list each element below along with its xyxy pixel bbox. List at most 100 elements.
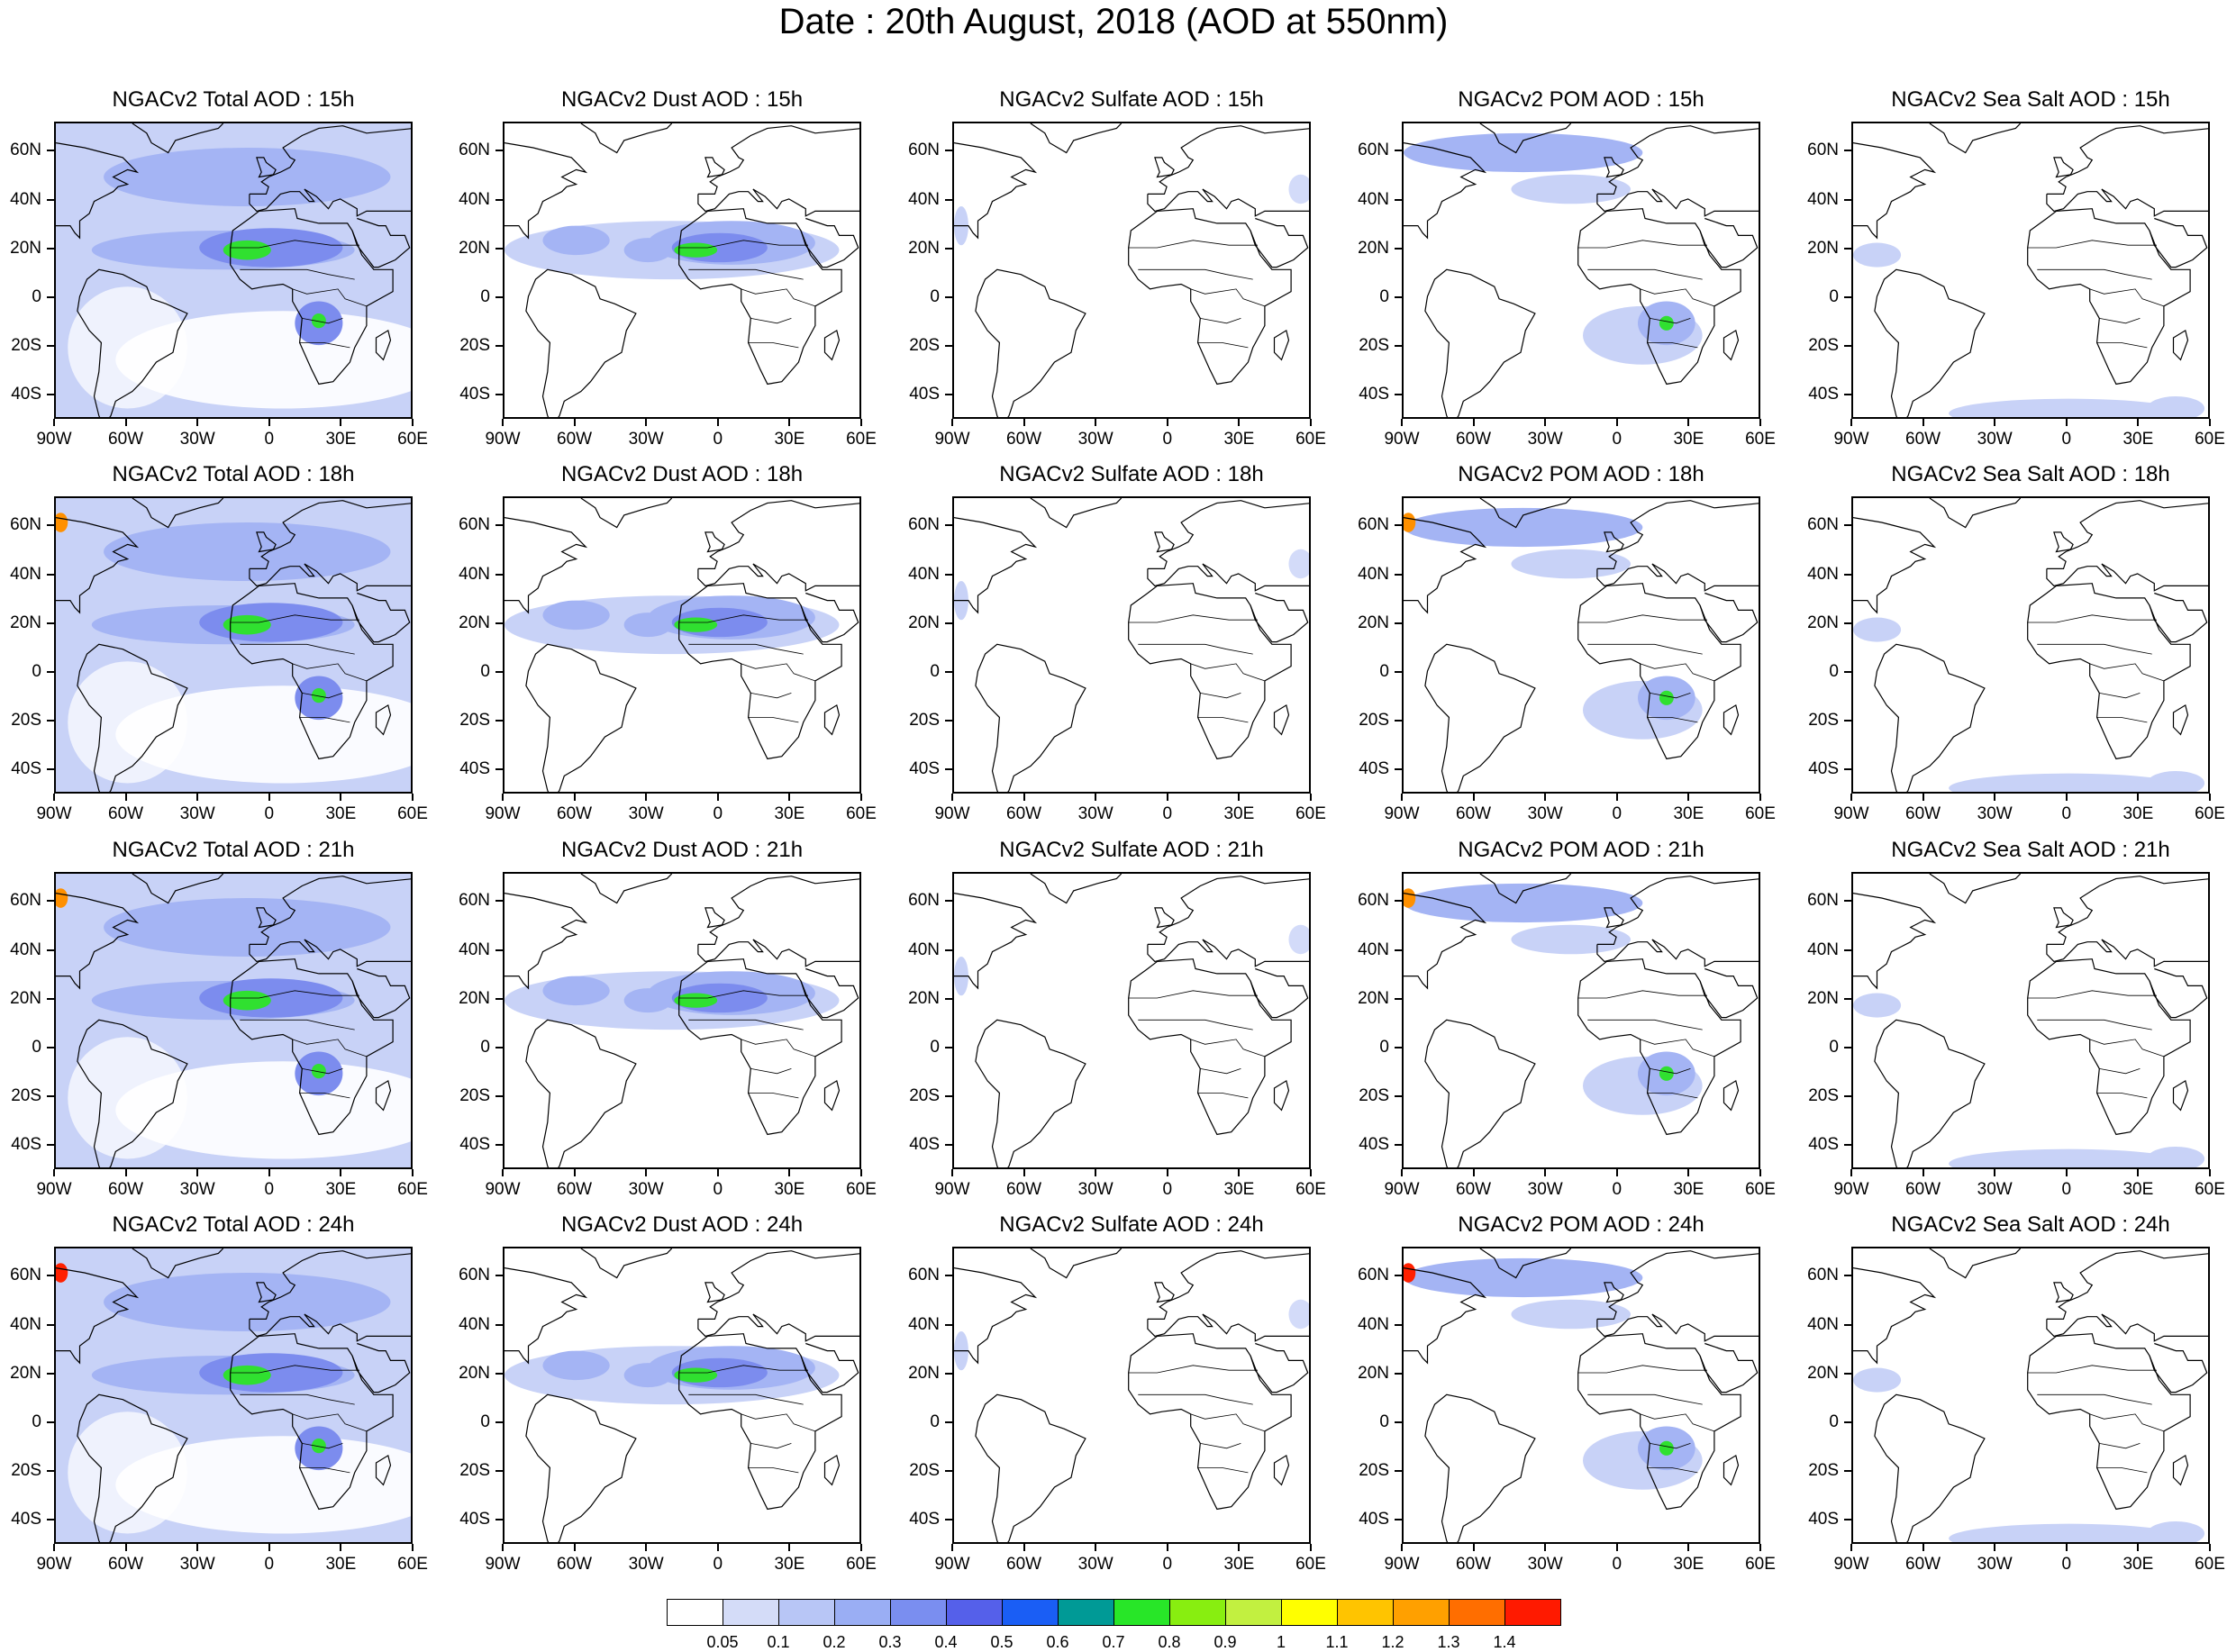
colorbar-label: 0.6 — [1046, 1633, 1069, 1651]
axis-tick — [1759, 419, 1761, 426]
latitude-label: 60N — [10, 891, 41, 911]
axis-tick — [1472, 1544, 1475, 1551]
axis-tick — [1844, 573, 1851, 576]
longitude-label: 90W — [485, 804, 521, 823]
axis-tick — [268, 419, 270, 426]
longitude-label: 60W — [1456, 430, 1492, 449]
latitude-label: 0 — [1379, 286, 1389, 306]
longitude-label: 30E — [325, 1555, 357, 1574]
longitude-label: 30W — [1527, 804, 1563, 823]
longitude-label: 90W — [36, 1180, 72, 1199]
axis-tick — [1095, 419, 1097, 426]
colorbar-swatch — [667, 1599, 723, 1626]
map-canvas — [56, 123, 411, 417]
map-canvas — [504, 874, 859, 1167]
longitude-label: 0 — [1612, 1180, 1623, 1199]
axis-tick — [412, 1169, 414, 1176]
axis-tick — [502, 1169, 504, 1176]
axis-tick — [47, 150, 54, 152]
latitude-label: 40N — [1807, 939, 1839, 959]
latitude-label: 40S — [459, 758, 490, 778]
latitude-label: 40S — [459, 384, 490, 404]
longitude-label: 0 — [1162, 430, 1173, 449]
axis-tick — [2065, 794, 2068, 801]
axis-tick — [47, 997, 54, 1000]
axis-tick — [2209, 1544, 2211, 1551]
longitude-label: 60W — [557, 430, 593, 449]
map-panel — [952, 1247, 1311, 1544]
map-panel — [1402, 872, 1760, 1169]
longitude-label: 90W — [485, 1180, 521, 1199]
latitude-label: 20S — [459, 710, 490, 730]
axis-tick — [951, 794, 953, 801]
latitude-label: 60N — [1358, 141, 1389, 160]
longitude-label: 60W — [1006, 1180, 1042, 1199]
latitude-label: 40N — [1358, 189, 1389, 209]
longitude-label: 90W — [1833, 804, 1869, 823]
colorbar-swatch — [1337, 1599, 1394, 1626]
colorbar-swatch — [1114, 1599, 1170, 1626]
longitude-label: 30E — [1673, 430, 1704, 449]
panel-title: NGACv2 Sulfate AOD : 24h — [999, 1212, 1264, 1237]
axis-tick — [1472, 1169, 1475, 1176]
map-canvas — [1853, 123, 2208, 417]
axis-tick — [1922, 1544, 1924, 1551]
axis-tick — [495, 719, 503, 722]
latitude-label: 60N — [10, 1266, 41, 1285]
axis-tick — [788, 419, 791, 426]
colorbar-swatch — [890, 1599, 947, 1626]
axis-tick — [945, 1323, 952, 1326]
axis-tick — [1166, 794, 1168, 801]
axis-tick — [495, 1372, 503, 1375]
colorbar-swatch — [1002, 1599, 1059, 1626]
map-canvas — [1404, 1248, 1759, 1542]
latitude-label: 20N — [459, 613, 490, 632]
axis-tick — [1844, 767, 1851, 770]
longitude-label: 60E — [1745, 430, 1776, 449]
axis-tick — [268, 1544, 270, 1551]
colorbar-label: 0.4 — [934, 1633, 958, 1651]
axis-tick — [1472, 794, 1475, 801]
map-canvas — [1404, 874, 1759, 1167]
axis-tick — [495, 573, 503, 576]
latitude-label: 20S — [1359, 1085, 1389, 1105]
axis-tick — [1844, 997, 1851, 1000]
latitude-label: 40N — [10, 939, 41, 959]
map-panel — [952, 496, 1311, 794]
map-canvas — [954, 123, 1309, 417]
axis-tick — [945, 1421, 952, 1423]
latitude-label: 20S — [1359, 1460, 1389, 1480]
axis-tick — [1095, 1169, 1097, 1176]
latitude-label: 40S — [1359, 758, 1389, 778]
latitude-label: 40N — [10, 564, 41, 584]
latitude-label: 40S — [1808, 758, 1839, 778]
axis-tick — [860, 1544, 862, 1551]
longitude-label: 30E — [2122, 804, 2154, 823]
longitude-label: 60E — [397, 1555, 428, 1574]
longitude-label: 60W — [1905, 1180, 1941, 1199]
colorbar-swatch — [1449, 1599, 1505, 1626]
axis-tick — [196, 419, 199, 426]
longitude-label: 30W — [179, 1180, 215, 1199]
axis-tick — [945, 1275, 952, 1277]
map-canvas — [504, 123, 859, 417]
colorbar-swatch — [778, 1599, 835, 1626]
colorbar-label: 1.2 — [1381, 1633, 1404, 1651]
longitude-label: 90W — [1833, 1180, 1869, 1199]
latitude-label: 0 — [32, 286, 41, 306]
longitude-label: 60E — [846, 1555, 877, 1574]
axis-tick — [412, 419, 414, 426]
latitude-label: 0 — [32, 1037, 41, 1057]
latitude-label: 60N — [1807, 515, 1839, 535]
longitude-label: 90W — [934, 804, 970, 823]
latitude-label: 60N — [459, 1266, 490, 1285]
longitude-label: 60W — [557, 804, 593, 823]
map-canvas — [1853, 1248, 2208, 1542]
axis-tick — [1395, 295, 1402, 298]
axis-tick — [1844, 1421, 1851, 1423]
latitude-label: 40N — [459, 1314, 490, 1334]
axis-tick — [495, 1275, 503, 1277]
panel-title: NGACv2 POM AOD : 24h — [1458, 1212, 1704, 1237]
map-panel — [1851, 872, 2210, 1169]
axis-tick — [1850, 1169, 1852, 1176]
